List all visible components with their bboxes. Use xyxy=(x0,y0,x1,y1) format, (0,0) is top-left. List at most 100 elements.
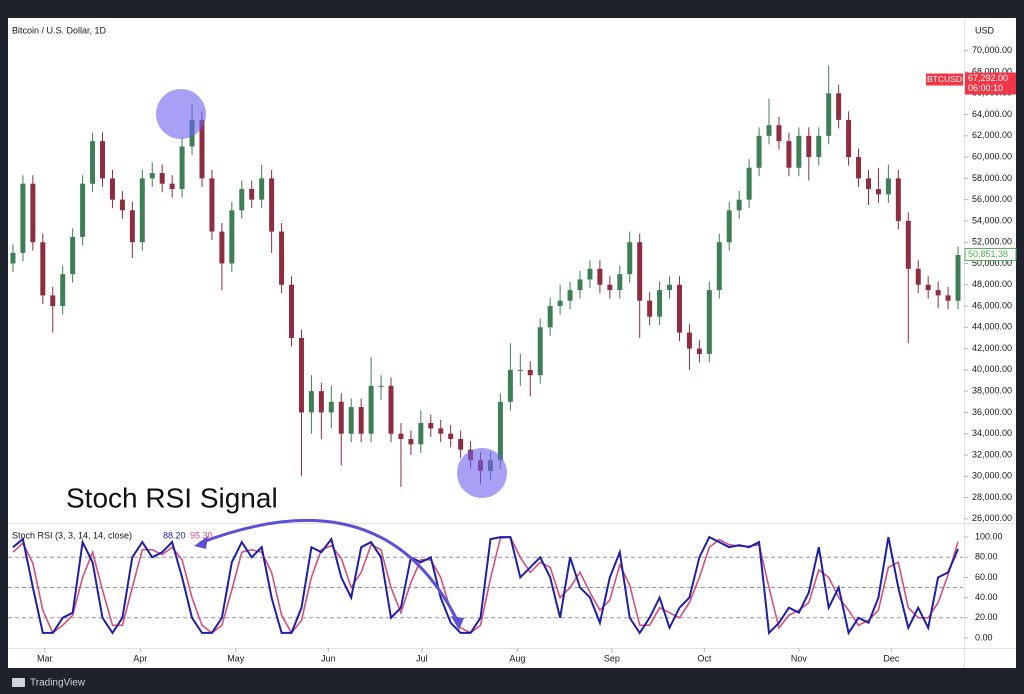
x-tick-label: Oct xyxy=(697,653,712,663)
candle-body xyxy=(298,337,304,413)
y-tick-label: 58,000.00 xyxy=(972,173,1012,183)
candle-body xyxy=(209,178,215,232)
arrow-head xyxy=(194,536,208,549)
y-tick-label: 54,000.00 xyxy=(972,215,1012,225)
candle-body xyxy=(736,199,742,211)
x-tick-label: Sep xyxy=(604,653,620,663)
candle-body xyxy=(378,385,384,387)
y-tick-label: 36,000.00 xyxy=(972,407,1012,417)
candle-body xyxy=(50,295,56,307)
candle-body xyxy=(129,210,135,243)
x-tick-label: Dec xyxy=(883,653,900,663)
candle-body xyxy=(846,119,852,158)
candle-body xyxy=(746,167,752,200)
y-tick-label: 100.00 xyxy=(975,531,1003,541)
price-countdown: 06:00:10 xyxy=(968,83,1003,93)
currency-label: USD xyxy=(975,25,995,35)
candle-body xyxy=(547,306,553,328)
footer-logo xyxy=(12,678,25,687)
candle-body xyxy=(60,274,66,307)
candle-body xyxy=(418,423,424,445)
y-tick-label: 48,000.00 xyxy=(972,279,1012,289)
y-tick-label: 50,000.00 xyxy=(972,258,1012,268)
candle-body xyxy=(408,439,414,445)
x-tick-label: Jun xyxy=(321,653,336,663)
candle-body xyxy=(557,300,563,307)
candle-body xyxy=(458,439,464,450)
candle-body xyxy=(726,210,732,243)
candle-body xyxy=(428,423,434,429)
price-label-box xyxy=(964,247,1017,261)
candle-body xyxy=(617,274,623,291)
candle-body xyxy=(249,189,255,200)
y-tick-label: 52,000.00 xyxy=(972,237,1012,247)
price-label: 50,851.38 xyxy=(968,249,1008,259)
candle-body xyxy=(865,178,871,190)
indicator-line xyxy=(12,535,959,636)
candle-body xyxy=(219,231,225,264)
candle-body xyxy=(517,369,523,371)
annotation: Stoch RSI Signal xyxy=(66,482,278,513)
x-tick-label: May xyxy=(227,653,245,663)
candle-body xyxy=(657,290,663,317)
y-tick-label: 64,000.00 xyxy=(972,109,1012,119)
candle-body xyxy=(318,391,324,413)
candle-body xyxy=(895,178,901,221)
price-tag-box xyxy=(926,73,963,86)
candle-body xyxy=(567,290,573,301)
candle-body xyxy=(119,199,125,211)
y-tick-label: 70,000.00 xyxy=(972,45,1012,55)
signal-arrow xyxy=(199,518,460,623)
candle-body xyxy=(627,242,633,275)
candle-body xyxy=(169,183,175,190)
y-tick-label: 0.00 xyxy=(975,632,993,642)
y-tick-label: 28,000.00 xyxy=(972,492,1012,502)
indicator-title: Stoch RSI (3, 3, 14, 14, close) xyxy=(12,530,132,540)
candle-body xyxy=(945,295,951,301)
candle-body xyxy=(786,141,792,168)
candle-body xyxy=(676,284,682,333)
y-tick-label: 20.00 xyxy=(975,612,998,622)
candle-body xyxy=(527,369,533,376)
candle-body xyxy=(597,268,603,285)
candle-body xyxy=(100,141,106,179)
candle-body xyxy=(537,327,543,376)
highlight-circle xyxy=(156,89,206,139)
candle-body xyxy=(706,290,712,354)
y-tick-label: 68,000.00 xyxy=(972,66,1012,76)
candle-body xyxy=(696,348,702,354)
candle-body xyxy=(686,332,692,349)
candle-body xyxy=(667,284,673,291)
highlight-circle xyxy=(457,448,507,498)
candle-body xyxy=(259,178,265,200)
candle-body xyxy=(637,242,643,301)
candle-body xyxy=(438,428,444,434)
candle-body xyxy=(398,433,404,440)
indicator-value: 88.20 xyxy=(163,530,186,540)
candle-body xyxy=(358,407,364,434)
candle-body xyxy=(587,268,593,280)
candle-body xyxy=(497,401,503,461)
candle-body xyxy=(20,183,26,253)
y-tick-label: 40,000.00 xyxy=(972,364,1012,374)
candle-body xyxy=(776,125,782,142)
y-tick-label: 44,000.00 xyxy=(972,322,1012,332)
y-tick-label: 56,000.00 xyxy=(972,194,1012,204)
candle-body xyxy=(448,433,454,440)
candle-body xyxy=(30,183,36,243)
candle-body xyxy=(289,284,295,338)
x-tick-label: Jul xyxy=(416,653,428,663)
x-tick-label: Aug xyxy=(509,653,525,663)
candle-body xyxy=(826,93,832,136)
y-tick-label: 62,000.00 xyxy=(972,130,1012,140)
candle-body xyxy=(647,300,653,317)
x-tick-label: Apr xyxy=(133,653,147,663)
y-tick-label: 26,000.00 xyxy=(972,513,1012,523)
y-tick-label: 60.00 xyxy=(975,572,998,582)
y-tick-label: 40.00 xyxy=(975,592,998,602)
candle-body xyxy=(179,146,185,190)
candle-body xyxy=(856,157,862,179)
candle-body xyxy=(507,369,513,402)
candle-body xyxy=(955,254,961,301)
